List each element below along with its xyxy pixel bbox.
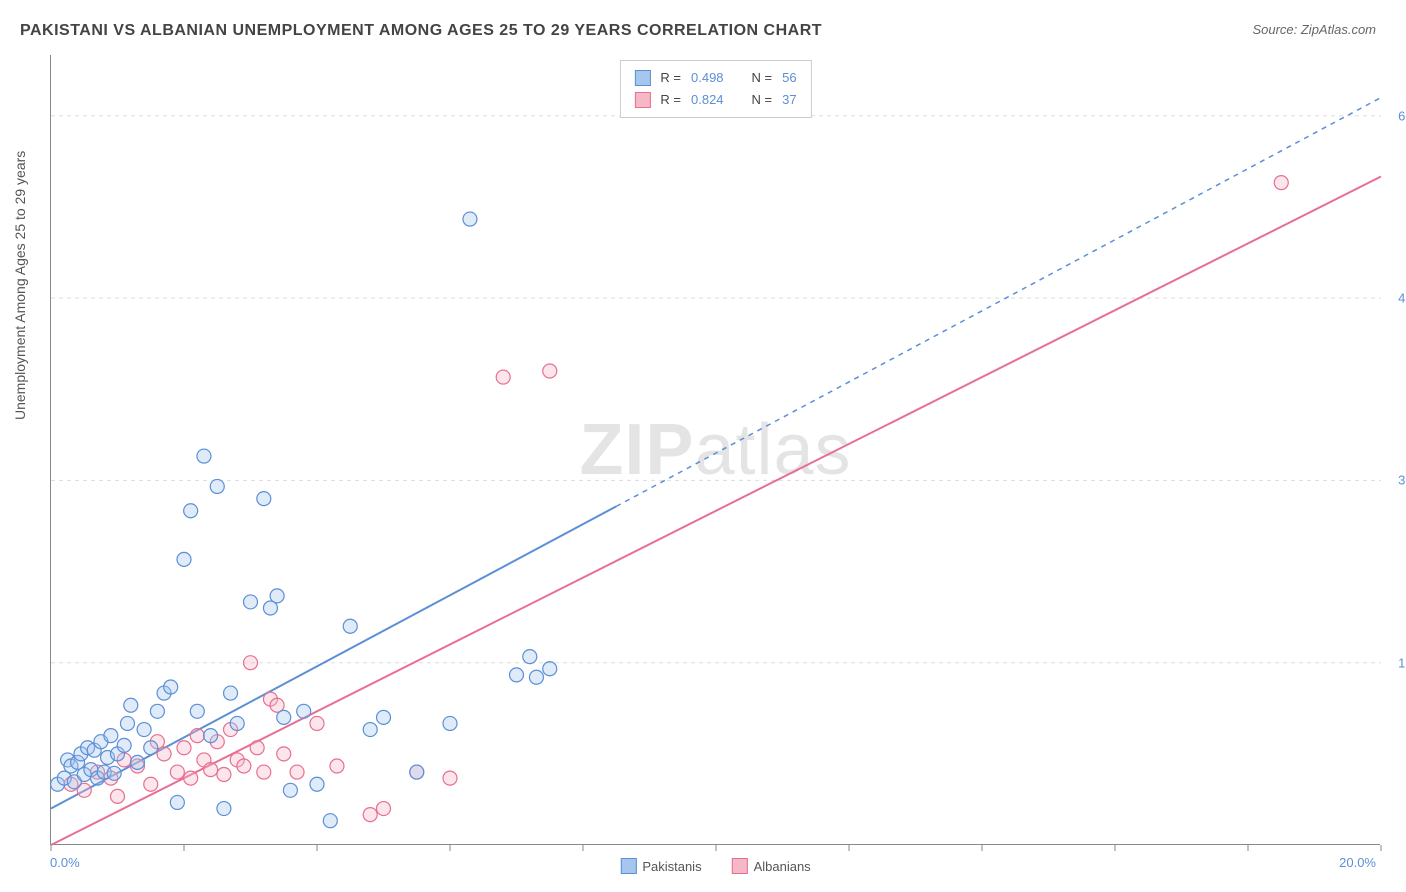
series-legend: Pakistanis Albanians [620, 858, 810, 874]
stats-row-pakistanis: R = 0.498 N = 56 [634, 67, 796, 89]
chart-title: PAKISTANI VS ALBANIAN UNEMPLOYMENT AMONG… [20, 22, 822, 40]
swatch-albanians [634, 92, 650, 108]
legend-item-albanians: Albanians [732, 858, 811, 874]
y-tick-label: 15.0% [1398, 655, 1406, 670]
legend-item-pakistanis: Pakistanis [620, 858, 701, 874]
y-axis-label: Unemployment Among Ages 25 to 29 years [12, 151, 28, 420]
y-tick-label: 45.0% [1398, 291, 1406, 306]
y-tick-label: 60.0% [1398, 108, 1406, 123]
swatch-albanians-icon [732, 858, 748, 874]
y-tick-label: 30.0% [1398, 473, 1406, 488]
swatch-pakistanis-icon [620, 858, 636, 874]
chart-plot-area: ZIPatlas R = 0.498 N = 56 R = 0.824 N = … [50, 55, 1380, 845]
stats-legend: R = 0.498 N = 56 R = 0.824 N = 37 [619, 60, 811, 118]
swatch-pakistanis [634, 70, 650, 86]
x-axis-end-label: 20.0% [1339, 855, 1376, 870]
source-attribution: Source: ZipAtlas.com [1252, 22, 1376, 37]
stats-row-albanians: R = 0.824 N = 37 [634, 89, 796, 111]
x-axis-origin-label: 0.0% [50, 855, 80, 870]
scatter-svg [51, 55, 1380, 844]
